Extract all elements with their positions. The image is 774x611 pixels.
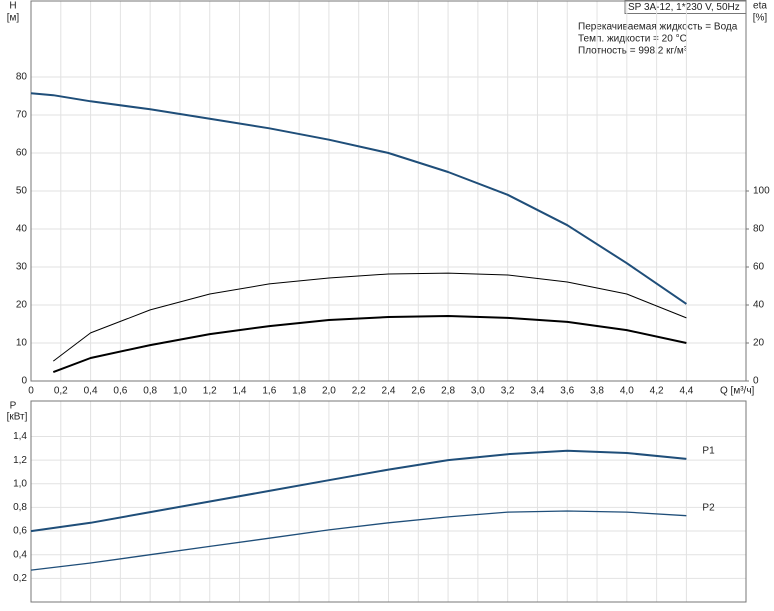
y-tick-label: 0,6 xyxy=(13,526,27,537)
y-tick-label: 1,4 xyxy=(13,431,27,442)
y-tick-label: 0,4 xyxy=(13,549,27,560)
x-tick-label: 2,4 xyxy=(382,386,396,397)
y-tick-label: 0 xyxy=(21,376,27,387)
curve xyxy=(30,510,687,571)
y-axis-label: [м] xyxy=(7,13,20,24)
curve xyxy=(30,92,687,305)
y-tick-label: 1,0 xyxy=(13,478,27,489)
y2-tick-label: 40 xyxy=(753,300,765,311)
y2-tick-label: 100 xyxy=(753,186,770,197)
y-tick-label: 40 xyxy=(16,224,28,235)
y-axis-label: P xyxy=(10,401,17,412)
x-tick-label: 0,8 xyxy=(143,386,157,397)
note: Плотность = 998.2 кг/м³ xyxy=(578,46,688,57)
x-tick-label: 3,2 xyxy=(501,386,515,397)
plot-frame xyxy=(30,0,747,382)
y2-axis-label: [%] xyxy=(753,13,768,24)
x-tick-label: 3,0 xyxy=(471,386,485,397)
x-tick-label: 0 xyxy=(28,386,34,397)
x-tick-label: 0,6 xyxy=(113,386,127,397)
x-tick-label: 0,2 xyxy=(54,386,68,397)
curve xyxy=(52,315,687,374)
x-tick-label: 0,4 xyxy=(84,386,98,397)
y-tick-label: 0,8 xyxy=(13,502,27,513)
curve xyxy=(30,449,687,533)
y-tick-label: 1,2 xyxy=(13,455,27,466)
x-tick-label: 2,2 xyxy=(352,386,366,397)
y-tick-label: 0,2 xyxy=(13,573,27,584)
y2-tick-label: 20 xyxy=(753,338,765,349)
y-tick-label: 80 xyxy=(16,72,28,83)
x-tick-label: 1,8 xyxy=(292,386,306,397)
x-tick-label: 2,8 xyxy=(441,386,455,397)
x-tick-label: 3,8 xyxy=(590,386,604,397)
y-tick-label: 50 xyxy=(16,186,28,197)
y-tick-label: 70 xyxy=(16,110,28,121)
x-axis-label: Q [м³/ч] xyxy=(720,386,755,397)
x-tick-label: 3,6 xyxy=(560,386,574,397)
y-tick-label: 20 xyxy=(16,300,28,311)
plot-frame xyxy=(30,400,747,603)
note: Перекачиваемая жидкость = Вода xyxy=(578,22,738,33)
x-tick-label: 4,2 xyxy=(650,386,664,397)
x-tick-label: 1,4 xyxy=(233,386,247,397)
x-tick-label: 2,0 xyxy=(322,386,336,397)
x-tick-label: 4,4 xyxy=(679,386,693,397)
y-tick-label: 30 xyxy=(16,262,28,273)
y2-axis-label: eta xyxy=(753,1,767,12)
y-tick-label: 60 xyxy=(16,148,28,159)
y2-tick-label: 0 xyxy=(753,376,759,387)
series-label: P1 xyxy=(702,446,715,457)
x-tick-label: 1,6 xyxy=(262,386,276,397)
y-tick-label: 10 xyxy=(16,338,28,349)
x-tick-label: 3,4 xyxy=(531,386,545,397)
x-tick-label: 2,6 xyxy=(411,386,425,397)
y2-tick-label: 80 xyxy=(753,224,765,235)
y2-tick-label: 60 xyxy=(753,262,765,273)
x-tick-label: 1,2 xyxy=(203,386,217,397)
y-axis-label: H xyxy=(9,1,16,12)
x-tick-label: 4,0 xyxy=(620,386,634,397)
series-label: P2 xyxy=(702,502,715,513)
x-tick-label: 1,0 xyxy=(173,386,187,397)
curve xyxy=(52,272,687,362)
note: Темп. жидкости = 20 °C xyxy=(578,34,687,45)
y-axis-label: [кВт] xyxy=(7,412,28,423)
chart-title: SP 3A-12, 1*230 V, 50Hz xyxy=(628,2,740,13)
